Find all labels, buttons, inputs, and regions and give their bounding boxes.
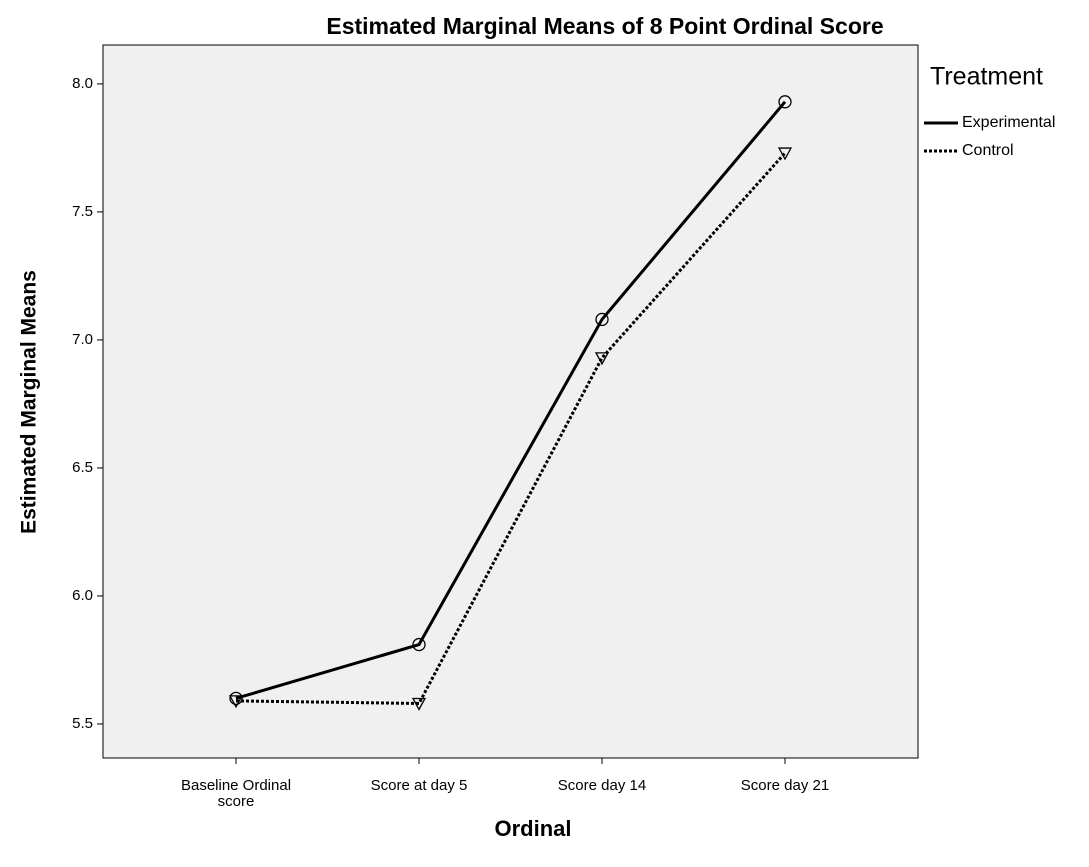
series-line — [235, 100, 787, 700]
point — [777, 147, 793, 161]
x-tick-label: Score day 14 — [557, 777, 647, 794]
point — [594, 352, 610, 366]
legend-title: Treatment — [930, 63, 1043, 91]
chart-title: Estimated Marginal Means of 8 Point Ordi… — [326, 13, 883, 39]
x-tick-label: Baseline Ordinal score — [180, 777, 292, 810]
y-tick-label: 7.5 — [72, 203, 93, 220]
y-tick-label: 6.0 — [72, 587, 93, 604]
x-tick-label: Score day 21 — [740, 777, 830, 794]
y-tick-label: 6.5 — [72, 459, 93, 476]
y-tick-label: 7.0 — [72, 331, 93, 348]
legend-label: Control — [962, 142, 1014, 159]
legend-label: Experimental — [962, 114, 1055, 131]
x-tick-label: Score at day 5 — [370, 777, 468, 794]
y-tick-label: 5.5 — [72, 715, 93, 732]
point — [229, 691, 243, 705]
y-tick-label: 8.0 — [72, 75, 93, 92]
point — [411, 697, 427, 711]
x-axis-title: Ordinal — [494, 816, 571, 841]
point — [412, 637, 426, 652]
point — [778, 95, 792, 109]
point — [228, 695, 244, 709]
series-line — [235, 152, 787, 705]
plot-area — [102, 44, 919, 759]
y-axis-title: Estimated Marginal Means — [18, 270, 41, 534]
point — [595, 312, 609, 327]
